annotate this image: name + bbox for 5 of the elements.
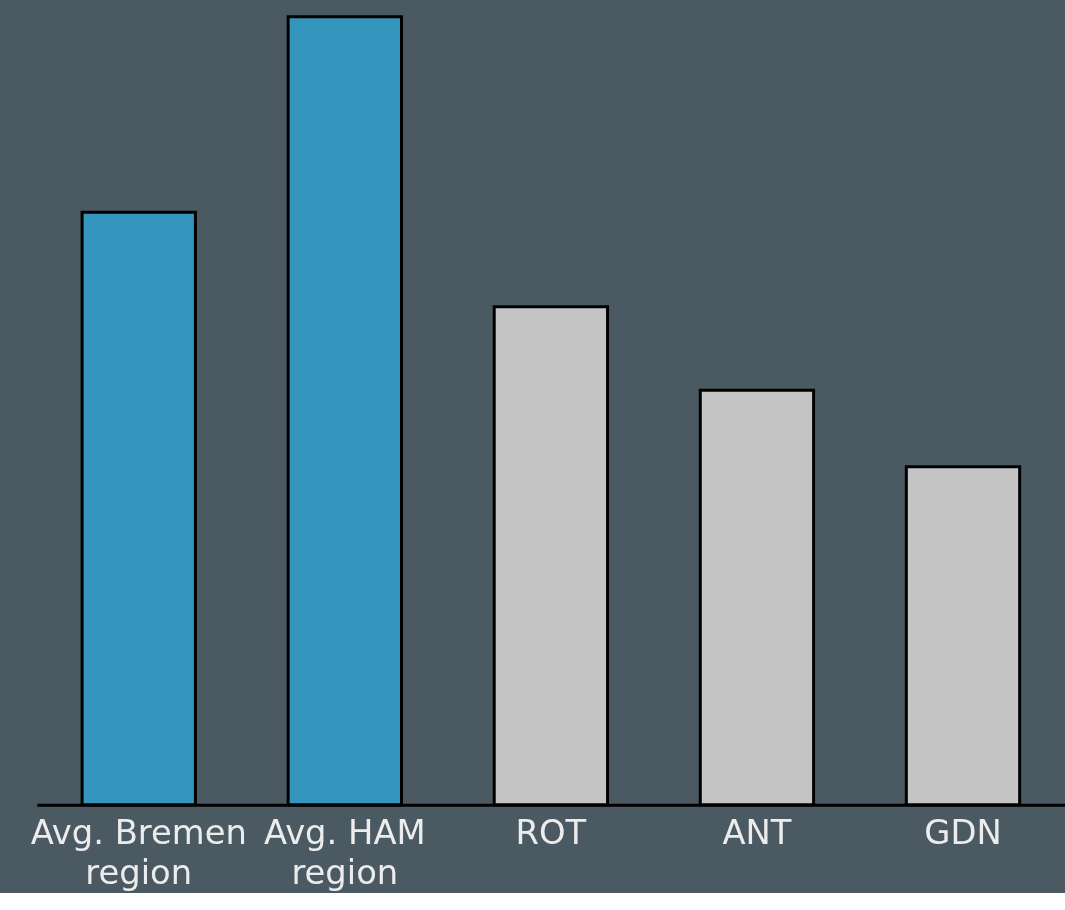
x-tick-label: Avg. Bremen region: [30, 812, 247, 892]
x-tick-label: Avg. HAM region: [264, 812, 426, 892]
x-tick-label: ROT: [515, 812, 587, 852]
x-tick-label: ANT: [722, 812, 792, 852]
x-tick-label: GDN: [924, 812, 1002, 852]
